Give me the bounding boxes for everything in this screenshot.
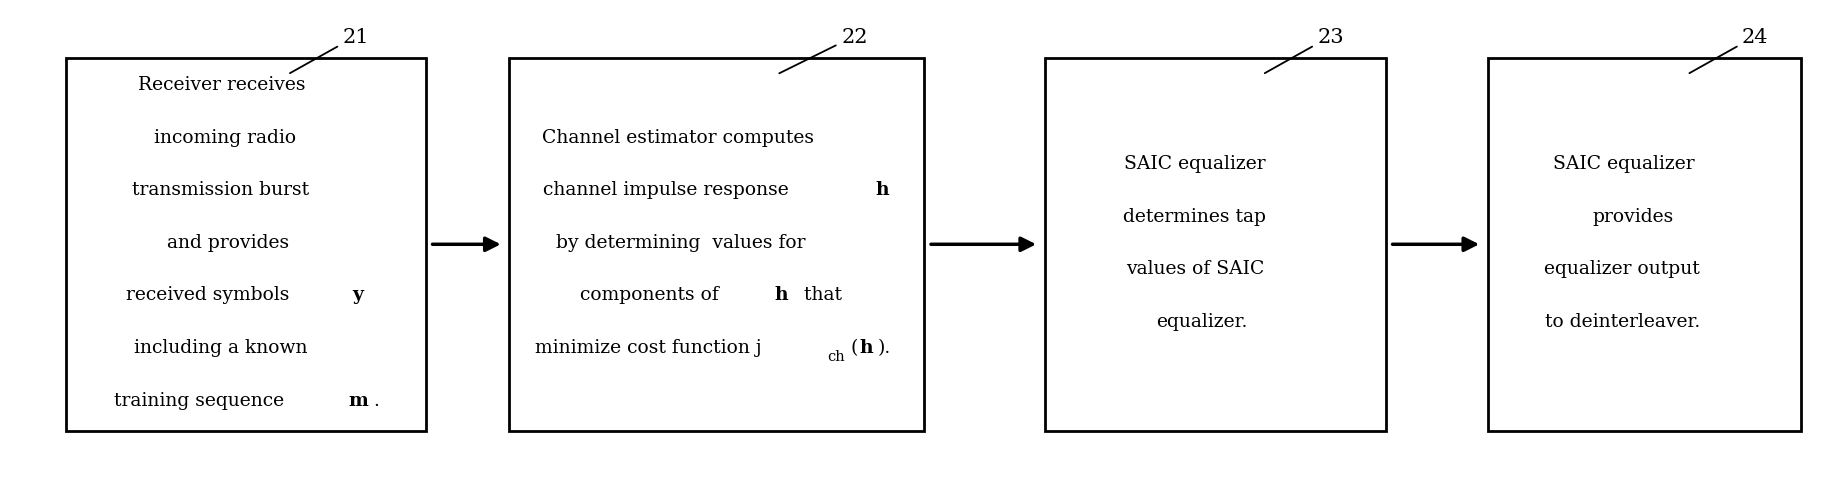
Bar bbox=[67, 59, 425, 431]
Text: equalizer.: equalizer. bbox=[1155, 312, 1247, 330]
Text: minimize cost function j: minimize cost function j bbox=[536, 338, 761, 356]
Bar bbox=[1044, 59, 1386, 431]
Text: transmission burst: transmission burst bbox=[131, 181, 309, 199]
Text: (: ( bbox=[850, 338, 857, 356]
Text: Channel estimator computes: Channel estimator computes bbox=[541, 129, 813, 146]
Text: y: y bbox=[351, 286, 362, 304]
Text: h: h bbox=[859, 338, 872, 356]
Text: 22: 22 bbox=[778, 28, 867, 74]
Text: values of SAIC: values of SAIC bbox=[1125, 260, 1264, 277]
Text: .: . bbox=[373, 391, 379, 409]
Text: Receiver receives: Receiver receives bbox=[139, 76, 305, 94]
Text: h: h bbox=[874, 181, 889, 199]
Text: m: m bbox=[347, 391, 368, 409]
Text: by determining  values for: by determining values for bbox=[556, 233, 806, 252]
Text: incoming radio: incoming radio bbox=[155, 129, 296, 146]
Text: h: h bbox=[774, 286, 787, 304]
Text: that: that bbox=[791, 286, 841, 304]
Text: channel impulse response: channel impulse response bbox=[543, 181, 800, 199]
Text: including a known: including a known bbox=[135, 338, 307, 356]
Text: provides: provides bbox=[1591, 207, 1672, 225]
Text: ).: ). bbox=[876, 338, 891, 356]
Text: components of: components of bbox=[580, 286, 730, 304]
Text: received symbols: received symbols bbox=[126, 286, 301, 304]
Text: SAIC equalizer: SAIC equalizer bbox=[1124, 155, 1266, 173]
Text: training sequence: training sequence bbox=[113, 391, 296, 409]
Text: determines tap: determines tap bbox=[1122, 207, 1266, 225]
Text: 21: 21 bbox=[290, 28, 370, 74]
Text: to deinterleaver.: to deinterleaver. bbox=[1543, 312, 1698, 330]
Text: 23: 23 bbox=[1264, 28, 1343, 74]
Bar bbox=[1488, 59, 1800, 431]
Bar bbox=[508, 59, 924, 431]
Text: and provides: and provides bbox=[168, 233, 290, 252]
Text: ch: ch bbox=[826, 349, 845, 363]
Text: 24: 24 bbox=[1689, 28, 1767, 74]
Text: equalizer output: equalizer output bbox=[1543, 260, 1698, 277]
Text: SAIC equalizer: SAIC equalizer bbox=[1552, 155, 1695, 173]
